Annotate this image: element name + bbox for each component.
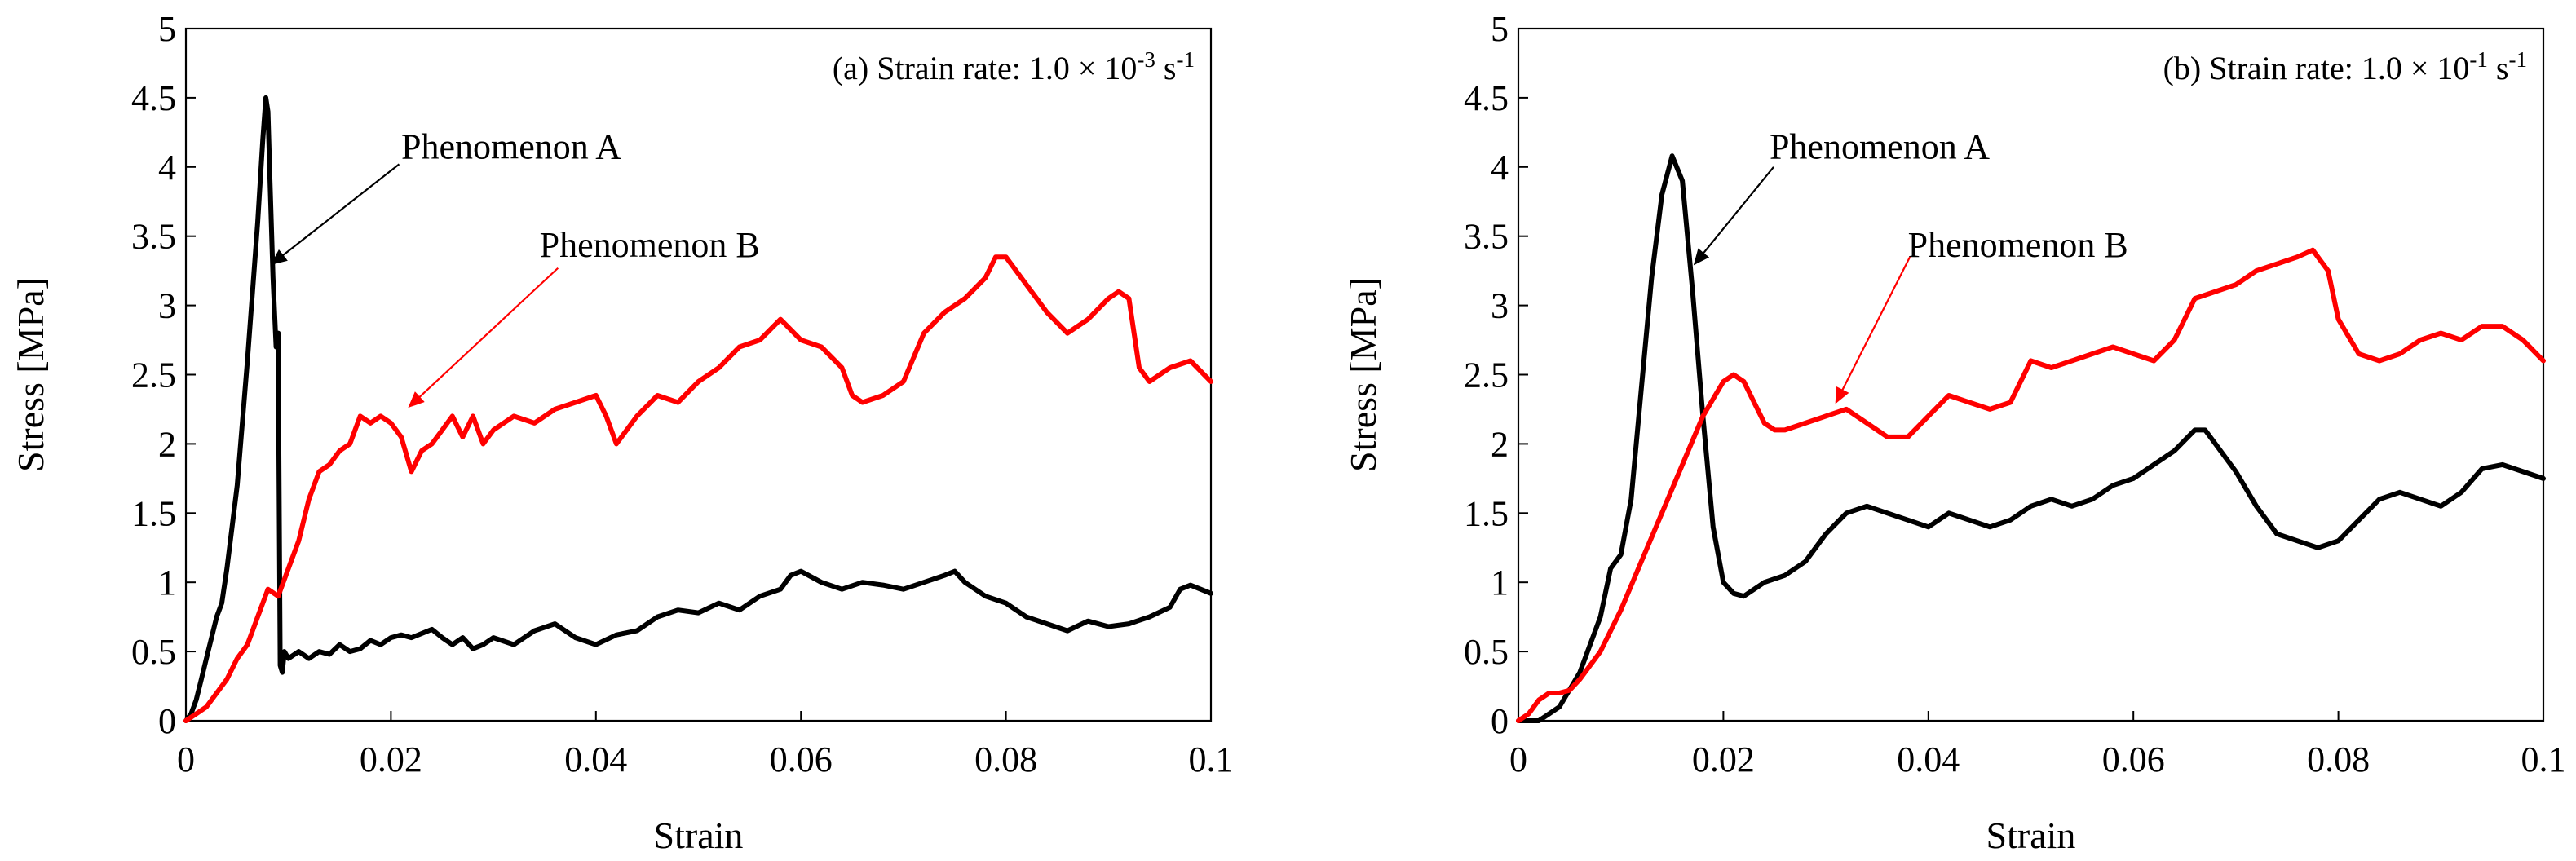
x-tick-label: 0.06 (2102, 740, 2165, 779)
title-text: (a) Strain rate: 1.0 × 10 (833, 50, 1138, 86)
y-tick-label: 4.5 (1464, 78, 1509, 118)
y-tick-label: 4 (1491, 148, 1509, 188)
y-tick-label: 1.5 (131, 493, 176, 533)
annotation-label: Phenomenon B (1908, 225, 2128, 265)
y-tick-label: 0 (1491, 701, 1509, 741)
y-tick-label: 2 (158, 424, 176, 464)
series-line-red (1516, 247, 2546, 723)
y-tick-label: 2.5 (1464, 355, 1509, 395)
title-superscript: -3 (1137, 47, 1155, 72)
chart-title: (b) Strain rate: 1.0 × 10-1 s-1 (2163, 47, 2527, 86)
annotation-label: Phenomenon A (401, 127, 621, 167)
x-tick-label: 0.04 (1897, 740, 1960, 779)
x-tick-label: 0.08 (2307, 740, 2370, 779)
y-tick-label: 4 (158, 148, 176, 188)
x-tick-label: 0.1 (1189, 740, 1234, 779)
title-text: s (1155, 50, 1177, 86)
title-text: s (2488, 50, 2509, 86)
y-tick-label: 1 (158, 563, 176, 603)
y-tick-label: 1.5 (1464, 493, 1509, 533)
y-tick-label: 3.5 (131, 217, 176, 257)
chart-panel-b: 0 0.5 1 1.5 2 2.5 3 3.5 4 4.5 5 0 0.02 0.04 0.06 0.08 0.… (1342, 9, 2566, 856)
x-tick-label: 0.08 (974, 740, 1037, 779)
x-axis-title: Strain (654, 815, 744, 856)
y-tick-label: 1 (1491, 563, 1509, 603)
y-axis-title: Stress [MPa] (1342, 277, 1384, 472)
title-superscript: -1 (2469, 47, 2488, 72)
annotation-arrow (1693, 166, 1774, 266)
title-superscript: -1 (2509, 47, 2528, 72)
plot-frame (184, 27, 1213, 722)
annotation-arrow (270, 163, 400, 266)
chart-title: (a) Strain rate: 1.0 × 10-3 s-1 (833, 47, 1195, 86)
x-tick-label: 0.04 (564, 740, 627, 779)
y-tick-label: 0.5 (1464, 632, 1509, 672)
annotation-arrow (1835, 256, 1911, 404)
y-tick-label: 5 (158, 9, 176, 49)
y-tick-label: 0 (158, 701, 176, 741)
x-tick-label: 0.02 (360, 740, 422, 779)
annotation-arrow (408, 267, 559, 408)
x-tick-label: 0 (1509, 740, 1527, 779)
annotation-label: Phenomenon B (540, 225, 760, 265)
series-line-red (183, 254, 1213, 723)
title-superscript: -1 (1177, 47, 1195, 72)
x-tick-label: 0.06 (770, 740, 833, 779)
series-line-black (183, 95, 1213, 723)
y-axis-title: Stress [MPa] (10, 277, 51, 472)
x-axis-title: Strain (1986, 815, 2076, 856)
y-tick-label: 2 (1491, 424, 1509, 464)
x-tick-label: 0.1 (2521, 740, 2566, 779)
y-tick-label: 3 (1491, 286, 1509, 326)
y-tick-label: 5 (1491, 9, 1509, 49)
plot-frame (1517, 27, 2545, 722)
y-tick-label: 4.5 (131, 78, 176, 118)
x-tick-label: 0.02 (1692, 740, 1755, 779)
y-tick-label: 3 (158, 286, 176, 326)
y-tick-label: 3.5 (1464, 217, 1509, 257)
chart-panel-a: 0 0.5 1 1.5 2 2.5 3 3.5 4 4.5 5 0 0.02 0.04 0.06 0.08 0.… (10, 9, 1234, 856)
series-line-black (1516, 153, 2546, 723)
x-tick-label: 0 (177, 740, 195, 779)
y-tick-label: 0.5 (131, 632, 176, 672)
y-tick-label: 2.5 (131, 355, 176, 395)
annotation-label: Phenomenon A (1770, 127, 1990, 167)
title-text: (b) Strain rate: 1.0 × 10 (2163, 50, 2470, 86)
